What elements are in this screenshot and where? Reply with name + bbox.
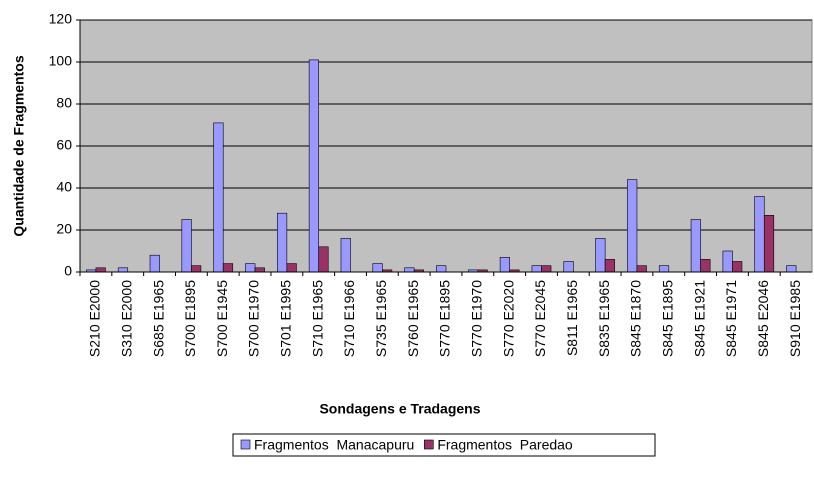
y-tick-label: 0 — [64, 263, 72, 279]
bar — [541, 265, 552, 273]
y-tick-label: 120 — [49, 11, 73, 27]
x-tick-label: S770 E1895 — [437, 280, 453, 357]
y-tick-label: 20 — [56, 221, 72, 237]
bar — [149, 254, 160, 273]
x-tick-label: S701 E1995 — [278, 280, 294, 357]
bar — [213, 122, 224, 273]
bar — [722, 250, 733, 273]
legend-label: Fragmentos Manacapuru — [254, 437, 414, 453]
bar — [658, 265, 670, 273]
x-tick-label: S735 E1965 — [373, 280, 389, 357]
y-tick-label: 100 — [49, 53, 73, 69]
legend-swatch — [240, 439, 251, 450]
bar — [95, 267, 106, 273]
y-tick-label: 60 — [56, 137, 72, 153]
bar — [531, 265, 542, 273]
bar — [786, 265, 797, 273]
x-tick-label: S760 E1965 — [405, 280, 421, 357]
x-tick-label: S700 E1970 — [246, 280, 262, 357]
bar — [222, 263, 234, 273]
bar — [627, 179, 638, 273]
bar — [763, 215, 775, 273]
legend-label: Fragmentos Paredao — [437, 437, 573, 453]
bar — [340, 238, 351, 273]
bar — [308, 59, 319, 273]
x-tick-label: S710 E1966 — [341, 280, 357, 357]
x-tick-label: S700 E1945 — [214, 280, 230, 357]
x-tick-label: S770 E2045 — [532, 280, 548, 357]
x-tick-label: S910 E1985 — [787, 280, 803, 357]
legend-swatch — [424, 439, 434, 450]
y-axis-title: Quantidade de Fragmentos — [11, 55, 27, 236]
bar — [595, 238, 606, 273]
bar — [318, 246, 329, 273]
y-tick-label: 40 — [56, 179, 72, 195]
x-tick-label: S845 E1895 — [659, 280, 675, 357]
x-tick-label: S835 E1965 — [596, 280, 612, 357]
x-tick-label: S770 E2020 — [500, 280, 516, 357]
bar — [286, 263, 297, 273]
x-tick-label: S845 E2046 — [755, 280, 771, 357]
x-tick-label: S845 E1870 — [628, 280, 644, 357]
bar — [604, 259, 615, 273]
x-tick-label: S845 E1971 — [723, 280, 739, 357]
bar — [436, 265, 447, 273]
bar — [372, 263, 383, 273]
bar — [563, 261, 574, 273]
bar — [191, 265, 202, 273]
x-tick-label: S811 E1965 — [564, 280, 580, 356]
bar — [404, 267, 415, 273]
x-tick-label: S210 E2000 — [87, 280, 103, 357]
bar — [700, 259, 711, 273]
legend: Fragmentos Manacapuru Fragmentos Paredao — [232, 433, 656, 457]
y-tick-label: 80 — [56, 95, 72, 111]
legend-box — [232, 433, 656, 457]
x-axis-title: Sondagens e Tradagens — [319, 401, 480, 417]
bar — [117, 267, 129, 273]
bar — [277, 212, 288, 273]
x-tick-label: S700 E1895 — [182, 280, 198, 357]
bar — [732, 261, 743, 273]
bar — [254, 267, 265, 273]
x-tick-label: S845 E1921 — [691, 280, 707, 357]
bar — [245, 263, 256, 273]
bar — [636, 265, 647, 273]
bar — [499, 256, 510, 273]
x-tick-label: S710 E1965 — [309, 280, 325, 357]
bar — [181, 219, 192, 273]
x-tick-label: S770 E1970 — [469, 280, 485, 357]
bar — [690, 219, 701, 273]
x-tick-label: S310 E2000 — [118, 280, 134, 357]
x-tick-label: S685 E1965 — [150, 280, 166, 357]
bar — [754, 196, 765, 273]
